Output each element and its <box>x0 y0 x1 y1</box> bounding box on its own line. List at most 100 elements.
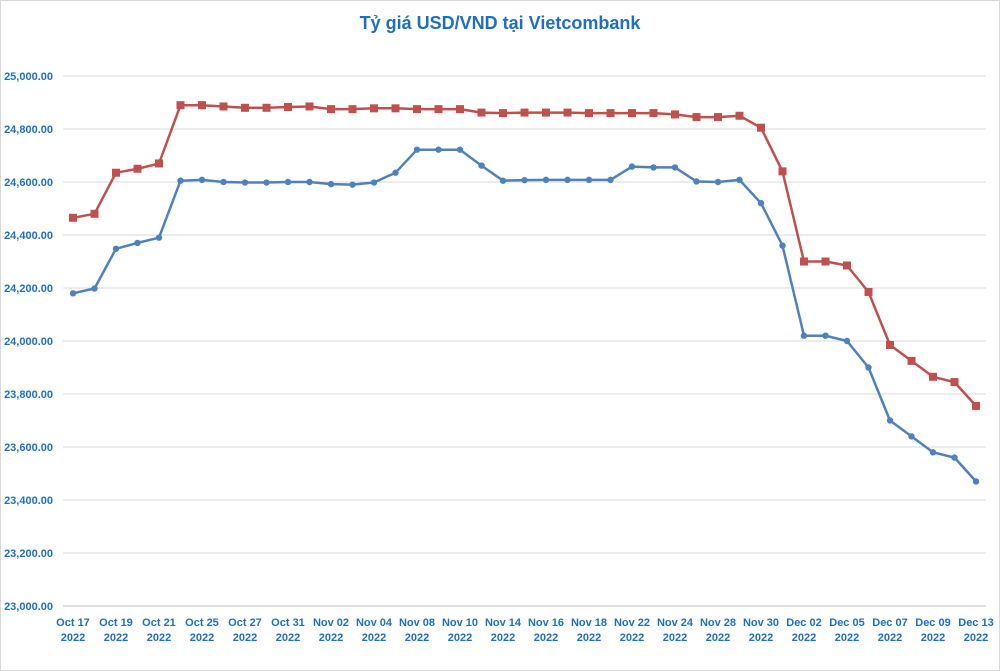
data-point <box>843 337 851 345</box>
data-point <box>306 178 313 186</box>
data-point <box>585 109 593 118</box>
data-point <box>434 105 443 114</box>
x-tick-label: Dec 07 2022 <box>872 617 907 644</box>
y-tick-label: 23,000.00 <box>4 601 53 613</box>
series-line <box>72 103 977 407</box>
data-point <box>607 176 614 184</box>
data-point <box>736 176 743 184</box>
data-point <box>671 164 679 171</box>
data-point <box>520 108 529 117</box>
x-tick-label: Nov 16 2022 <box>528 617 564 644</box>
x-tick-label: Oct 25 2022 <box>185 617 219 644</box>
x-tick-label: Nov 28 2022 <box>700 617 736 644</box>
x-tick-label: Oct 19 2022 <box>99 617 133 644</box>
data-point <box>133 164 142 173</box>
data-point <box>348 105 357 114</box>
data-point <box>542 108 550 117</box>
data-point <box>714 113 722 122</box>
x-tick-label: Nov 10 2022 <box>442 617 478 644</box>
data-point <box>241 179 249 186</box>
data-point <box>800 332 808 339</box>
data-point <box>284 103 292 112</box>
data-point <box>757 200 765 207</box>
data-point <box>91 285 98 292</box>
data-point <box>972 401 980 410</box>
data-point <box>692 113 701 122</box>
x-tick-label: Oct 17 2022 <box>56 617 90 644</box>
data-point <box>521 176 528 184</box>
data-point <box>779 242 786 249</box>
data-point <box>69 213 77 222</box>
data-point <box>714 178 722 186</box>
data-point <box>176 101 185 110</box>
data-point <box>456 146 464 153</box>
data-point <box>241 103 249 112</box>
data-point <box>950 378 959 387</box>
data-point <box>628 163 636 170</box>
data-point <box>370 104 378 113</box>
series-1 <box>69 101 980 410</box>
data-point <box>155 159 163 168</box>
data-point <box>220 178 227 186</box>
x-tick-label: Dec 13 2022 <box>958 617 993 644</box>
data-point <box>198 101 206 110</box>
data-point <box>155 234 163 241</box>
x-tick-label: Dec 09 2022 <box>915 617 950 644</box>
data-point <box>112 168 120 177</box>
data-point <box>456 105 464 114</box>
data-point <box>951 454 958 461</box>
data-point <box>821 257 830 266</box>
data-point <box>542 176 550 184</box>
x-tick-label: Nov 22 2022 <box>614 617 650 644</box>
data-point <box>370 179 378 186</box>
y-tick-label: 24,200.00 <box>4 283 53 295</box>
data-point <box>219 102 228 111</box>
y-tick-label: 24,600.00 <box>4 177 53 189</box>
data-point <box>391 104 400 113</box>
data-point <box>413 146 421 153</box>
data-point <box>134 239 141 247</box>
data-point <box>650 164 657 171</box>
data-point <box>263 179 270 186</box>
data-point <box>822 332 829 339</box>
data-point <box>886 340 894 349</box>
y-tick-label: 23,800.00 <box>4 389 53 401</box>
x-axis-ticks: Oct 17 2022 Oct 19 2022 Oct 21 2022 Oct 25 2022… <box>56 617 994 644</box>
data-point <box>112 245 120 252</box>
data-point <box>499 177 507 184</box>
data-point <box>349 181 356 188</box>
data-point <box>864 287 873 296</box>
data-point <box>69 290 77 297</box>
data-point <box>327 180 335 188</box>
x-tick-label: Oct 31 2022 <box>271 617 305 644</box>
x-tick-label: Dec 02 2022 <box>786 617 821 644</box>
x-tick-label: Oct 27 2022 <box>228 617 262 644</box>
data-point <box>177 177 184 184</box>
data-point <box>735 111 744 120</box>
data-point <box>477 108 486 117</box>
data-point <box>563 108 572 117</box>
data-point <box>886 417 894 424</box>
y-tick-label: 23,200.00 <box>4 548 53 560</box>
data-point <box>628 109 636 118</box>
x-tick-label: Nov 02 2022 <box>313 617 349 644</box>
x-tick-label: Nov 08 2022 <box>399 617 435 644</box>
data-point <box>843 261 851 270</box>
data-point <box>585 176 593 184</box>
data-point <box>649 109 658 118</box>
x-tick-label: Nov 14 2022 <box>485 617 522 644</box>
data-point <box>305 102 314 111</box>
data-point <box>606 109 615 118</box>
x-tick-label: Dec 05 2022 <box>829 617 864 644</box>
data-point <box>284 178 292 186</box>
series-2 <box>69 146 980 485</box>
data-point <box>778 167 787 176</box>
y-axis-ticks: 23,000.00 23,200.00 23,400.00 23,600.00 23,8… <box>4 71 53 613</box>
data-point <box>499 109 507 118</box>
data-point <box>413 105 421 114</box>
x-tick-label: Nov 24 2022 <box>657 617 694 644</box>
data-point <box>693 178 700 185</box>
data-point <box>90 209 99 218</box>
x-tick-label: Oct 21 2022 <box>142 617 176 644</box>
